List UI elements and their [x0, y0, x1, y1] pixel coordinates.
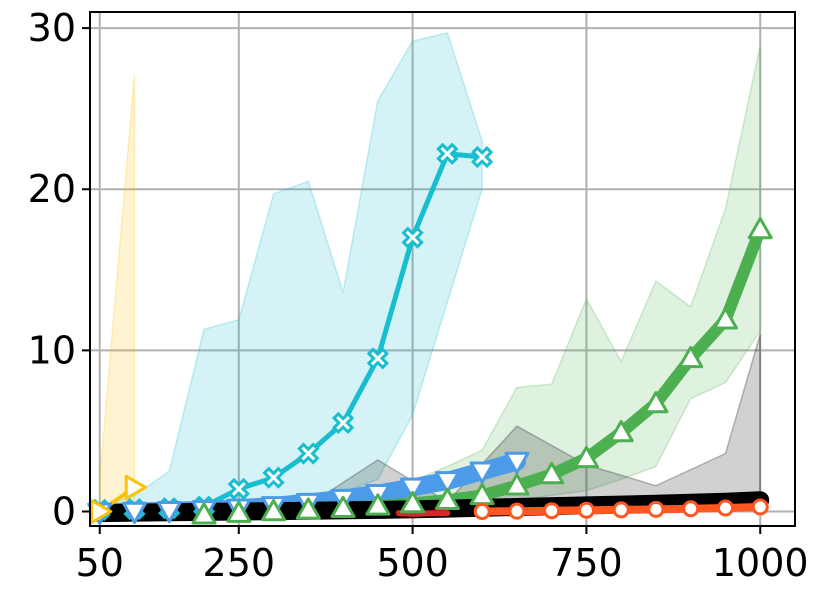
- series-2-point: [712, 307, 738, 330]
- series-5-point: [612, 501, 630, 519]
- series-2-point: [678, 345, 704, 369]
- plot-frame: [89, 11, 796, 527]
- series-0-point: [331, 411, 355, 434]
- x-tick-label: 250: [203, 541, 276, 585]
- x-axis-ticks: 50 250 500 750 1000: [76, 526, 809, 585]
- series-2-point: [573, 445, 599, 469]
- series-1-point: [504, 451, 530, 475]
- series-0-point: [227, 477, 250, 501]
- series-5-point: [751, 498, 769, 516]
- series-2-point: [191, 502, 217, 525]
- series-5-point: [543, 502, 561, 520]
- series-2-point: [400, 490, 426, 514]
- series-0-point: [436, 142, 459, 165]
- x-tick-label: 50: [76, 541, 124, 585]
- y-tick-label: 30: [28, 6, 76, 50]
- confidence-bands: [98, 32, 761, 516]
- series-5-point: [647, 500, 665, 518]
- x-tick-label: 500: [376, 541, 449, 585]
- series-0-point: [297, 442, 320, 465]
- series-6-point: [89, 498, 113, 524]
- y-tick-label: 20: [28, 167, 76, 211]
- series-5-point: [682, 500, 700, 518]
- series-2-point: [261, 498, 287, 522]
- series-1-point: [469, 461, 495, 484]
- series-0-band: [98, 32, 483, 513]
- series-5-point: [473, 502, 491, 520]
- series-2-point: [504, 473, 530, 496]
- y-axis-ticks: 0 10 20 30: [28, 6, 90, 533]
- series-5-point: [716, 499, 734, 517]
- y-tick-label: 0: [52, 489, 76, 533]
- series-1-point: [121, 501, 147, 524]
- series-2-point: [365, 493, 391, 516]
- series-2-point: [608, 420, 634, 443]
- series-6-band: [98, 74, 136, 513]
- series-5-point: [508, 502, 526, 520]
- series-2-point: [330, 495, 356, 519]
- series-0-point: [366, 347, 389, 370]
- series-1-point: [434, 471, 460, 494]
- series-2-point: [539, 461, 565, 485]
- series-1-point: [400, 477, 426, 500]
- series-5-point: [577, 501, 595, 519]
- series-2-point: [295, 497, 321, 520]
- series-6-point: [124, 474, 147, 500]
- series-0-point: [401, 226, 424, 249]
- series-2-point: [434, 487, 460, 510]
- series-2-point: [643, 391, 669, 414]
- series-0-point: [262, 466, 285, 489]
- series-2-point: [226, 500, 252, 523]
- x-tick-label: 750: [550, 541, 623, 585]
- y-tick-label: 10: [28, 328, 76, 372]
- series-4-line: [395, 510, 451, 517]
- series-markers: [87, 142, 773, 525]
- x-tick-label: 1000: [712, 541, 809, 585]
- series-1-point: [156, 500, 182, 524]
- series-0-point: [471, 145, 494, 169]
- series-2-point: [747, 217, 773, 240]
